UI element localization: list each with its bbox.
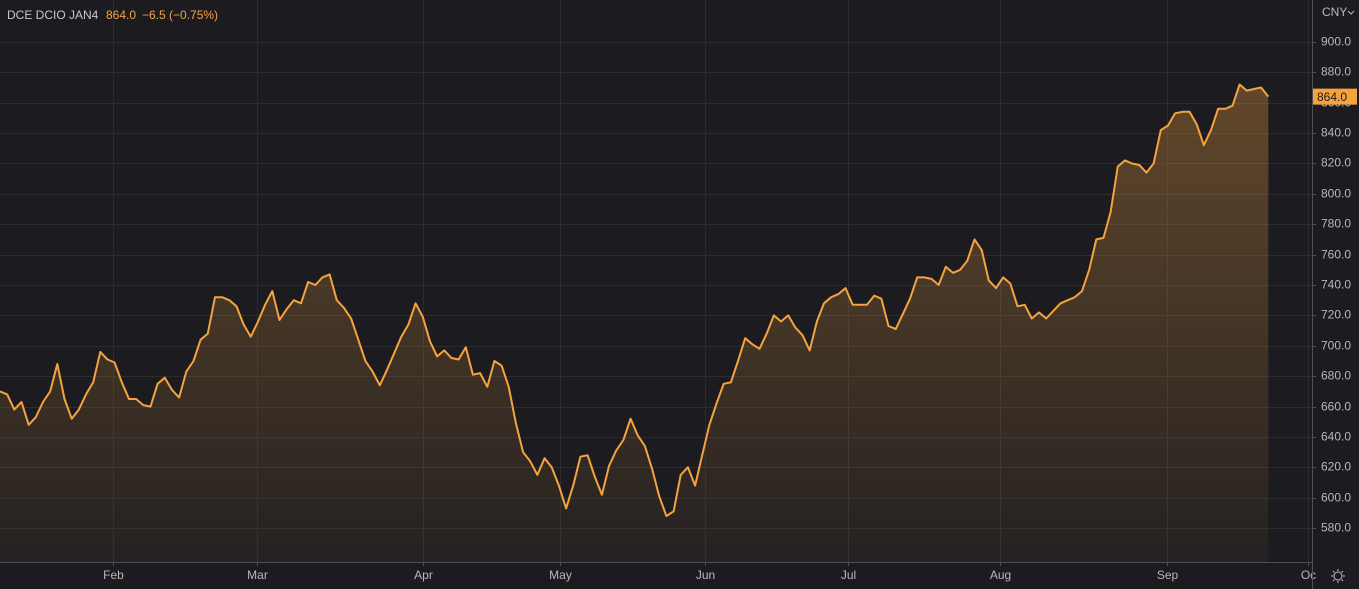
settings-teeth xyxy=(1331,569,1345,583)
y-tick-label: 780.0 xyxy=(1321,217,1351,231)
x-tick-label: Sep xyxy=(1157,568,1179,582)
y-tick-label: 820.0 xyxy=(1321,156,1351,170)
x-tick-label: Mar xyxy=(247,568,268,582)
y-tick-label: 740.0 xyxy=(1321,278,1351,292)
x-tick-label: Jun xyxy=(696,568,715,582)
y-tick-label: 600.0 xyxy=(1321,491,1351,505)
y-tick-label: 720.0 xyxy=(1321,308,1351,322)
y-tick-label: 620.0 xyxy=(1321,460,1351,474)
settings-gear xyxy=(1333,571,1343,581)
y-tick-label: 660.0 xyxy=(1321,400,1351,414)
symbol: DCE DCIO JAN4 xyxy=(7,8,99,22)
x-tick-label: Jul xyxy=(841,568,856,582)
y-tick-label: 700.0 xyxy=(1321,339,1351,353)
y-tick-label: 640.0 xyxy=(1321,430,1351,444)
y-tick-label: 760.0 xyxy=(1321,248,1351,262)
x-tick-label: Apr xyxy=(414,568,433,582)
currency[interactable]: CNY xyxy=(1322,5,1347,19)
y-tick-label: 580.0 xyxy=(1321,521,1351,535)
last-price-tag xyxy=(1313,88,1357,105)
last-price: 864.0 xyxy=(106,8,136,22)
settings-icon[interactable] xyxy=(1331,569,1345,583)
change: −6.5 (−0.75%) xyxy=(142,8,218,22)
x-tick-label: Oc xyxy=(1301,568,1316,582)
x-tick-label: Feb xyxy=(103,568,124,582)
y-tick-label: 800.0 xyxy=(1321,187,1351,201)
area xyxy=(0,84,1269,562)
currency-dropdown[interactable] xyxy=(1347,10,1355,15)
y-tick-label: 680.0 xyxy=(1321,369,1351,383)
price-line xyxy=(0,83,1270,517)
y-tick-label: 880.0 xyxy=(1321,65,1351,79)
y-tick-label: 840.0 xyxy=(1321,126,1351,140)
last-price-tag-label: 864.0 xyxy=(1317,90,1347,104)
x-tick-label: Aug xyxy=(990,568,1011,582)
x-tick-label: May xyxy=(549,568,572,582)
y-tick-label: 900.0 xyxy=(1321,35,1351,49)
